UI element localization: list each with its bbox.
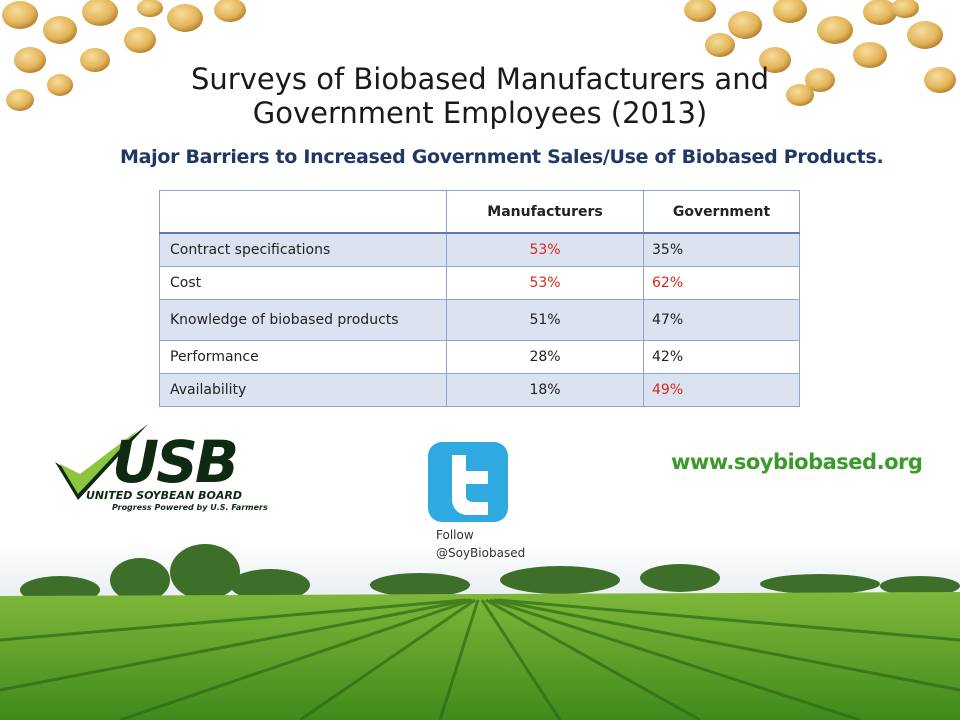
header-row: Manufacturers Government (159, 190, 800, 234)
header-cell: Manufacturers (446, 190, 644, 234)
value-cell: 62% (643, 265, 800, 300)
value-cell: 18% (446, 372, 644, 407)
row-label: Performance (159, 339, 447, 374)
value-cell: 35% (643, 232, 800, 267)
logo-name: USB (112, 428, 239, 496)
row-label: Availability (159, 372, 447, 407)
soybeans (2, 0, 956, 111)
value-cell: 49% (643, 372, 800, 407)
table-row: Contract specifications 53% 35% (159, 232, 800, 267)
value-cell: 42% (643, 339, 800, 374)
value-cell: 53% (446, 265, 644, 300)
logo-tagline: Progress Powered by U.S. Farmers (112, 503, 268, 512)
table-row: Availability 18% 49% (159, 372, 800, 407)
value-cell: 47% (643, 298, 800, 341)
table-row: Cost 53% 62% (159, 265, 800, 300)
crop-rows (0, 598, 960, 720)
trees (20, 544, 960, 604)
table-row: Performance 28% 42% (159, 339, 800, 374)
field (0, 592, 960, 720)
header-cell: Government (643, 190, 800, 234)
twitter-follow: Follow @SoyBiobased (436, 526, 525, 562)
usb-check (55, 424, 148, 500)
subtitle: Major Barriers to Increased Government S… (120, 146, 884, 168)
header-cell (159, 190, 447, 234)
logo-full-name: UNITED SOYBEAN BOARD (86, 489, 242, 502)
title-line: Government Employees (2013) (252, 96, 708, 130)
value-cell: 53% (446, 232, 644, 267)
value-cell: 28% (446, 339, 644, 374)
value-cell: 51% (446, 298, 644, 341)
twitter-icon (428, 442, 508, 522)
table-row: Knowledge of biobased products 51% 47% (159, 298, 800, 341)
row-label: Contract specifications (159, 232, 447, 267)
follow-label: Follow (436, 528, 474, 542)
twitter-handle: @SoyBiobased (436, 546, 526, 560)
row-label: Knowledge of biobased products (159, 298, 447, 341)
title: Surveys of Biobased Manufacturers and Go… (0, 62, 960, 130)
website-url[interactable]: www.soybiobased.org (671, 450, 923, 474)
title-line: Surveys of Biobased Manufacturers and (191, 62, 769, 96)
row-label: Cost (159, 265, 447, 300)
table: Manufacturers Government Contract specific… (159, 190, 800, 407)
